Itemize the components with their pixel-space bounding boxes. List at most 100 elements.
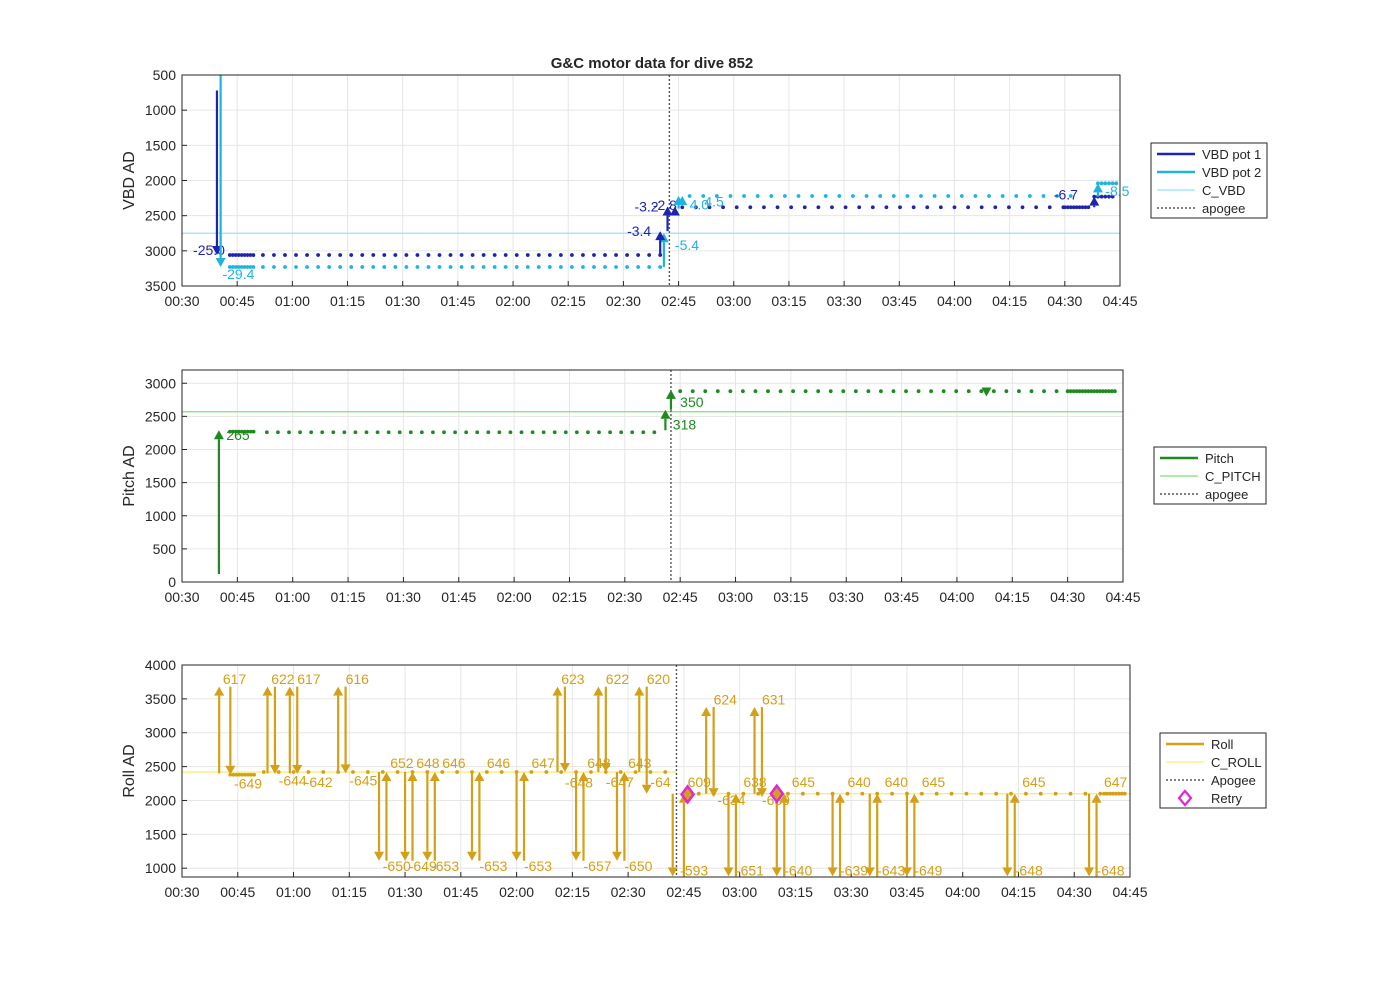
move-arrow-head (211, 246, 222, 256)
data-point-pitch (386, 430, 391, 435)
move-arrow-head (269, 765, 280, 775)
retry-marker (769, 783, 785, 804)
move-arrow-label: 617 (223, 671, 247, 687)
move-arrow-label: -3.4 (627, 223, 651, 239)
data-point-pot1 (734, 205, 739, 210)
move-arrow-head (749, 706, 760, 716)
data-point-pitch (1054, 389, 1059, 394)
data-point-pot1 (294, 253, 298, 257)
data-point-pitch (442, 430, 446, 435)
move-arrow-label: 350 (680, 394, 704, 410)
move-arrow-label: 4.0 (690, 196, 710, 212)
data-point-pot2 (987, 194, 991, 198)
data-point-pot2 (973, 194, 978, 198)
data-point-pot1 (242, 253, 247, 257)
data-point-pitch (251, 429, 256, 434)
data-point-pot2 (782, 194, 787, 198)
data-point-roll (845, 791, 850, 796)
data-point-pot1 (647, 253, 652, 257)
move-arrow-head (611, 851, 622, 861)
data-point-pot2 (636, 265, 641, 269)
move-arrow-head (400, 851, 411, 861)
data-point-pot1 (857, 205, 862, 210)
legend-entry: C_ROLL (1211, 755, 1262, 770)
data-point-pitch (678, 389, 683, 394)
x-tick-label: 03:30 (829, 589, 864, 605)
move-arrow-label: -640 (784, 863, 812, 879)
data-point-pot1 (393, 253, 398, 257)
x-tick-label: 00:45 (220, 293, 255, 309)
data-point-pitch (342, 430, 347, 435)
data-point-roll (964, 791, 969, 796)
data-point-roll (741, 791, 746, 796)
x-tick-label: 04:30 (1057, 884, 1092, 900)
data-point-pot1 (925, 205, 930, 210)
data-point-pot1 (789, 205, 794, 210)
move-arrow-head (422, 851, 433, 861)
data-point-pot1 (1047, 205, 1052, 210)
data-point-roll (1068, 791, 1073, 796)
data-point-pitch (816, 389, 821, 394)
x-tick-label: 02:30 (611, 884, 646, 900)
data-point-pot1 (437, 253, 442, 257)
data-point-roll (800, 791, 805, 796)
data-point-roll (380, 770, 385, 774)
move-arrow-label: -653 (431, 858, 459, 874)
data-point-pitch (248, 429, 253, 434)
data-point-pitch (1112, 389, 1117, 394)
data-point-pot2 (242, 265, 247, 269)
data-point-pitch (231, 429, 235, 434)
data-point-pot2 (647, 265, 652, 269)
data-point-roll (663, 770, 668, 774)
data-point-pot1 (707, 205, 712, 210)
data-point-roll (234, 772, 239, 777)
move-arrow-label: 652 (390, 755, 414, 771)
axes-frame (181, 74, 1121, 287)
data-point-roll (1108, 791, 1112, 796)
data-point-pitch (239, 429, 244, 434)
data-point-pot2 (932, 194, 937, 198)
data-point-pot2 (742, 194, 746, 198)
data-point-pot2 (349, 265, 354, 269)
data-point-pot2 (810, 194, 815, 198)
move-arrow-head (1002, 867, 1013, 877)
data-point-pot1 (251, 253, 256, 257)
y-tick-label: 1000 (145, 102, 176, 118)
y-tick-label: 3500 (145, 278, 176, 294)
y-tick-label: 2000 (145, 442, 176, 458)
data-point-pitch (508, 430, 513, 435)
data-point-roll (949, 791, 954, 796)
data-point-pot1 (911, 205, 916, 210)
data-point-pitch (803, 389, 808, 394)
data-point-pot2 (371, 265, 376, 269)
data-point-roll (589, 770, 593, 774)
data-point-roll (696, 791, 701, 796)
figure-title: G&C motor data for dive 852 (551, 55, 754, 72)
data-point-roll (633, 770, 638, 774)
data-point-roll (231, 772, 236, 777)
move-arrow-label: 623 (561, 671, 585, 687)
move-arrow-label: 647 (1104, 774, 1128, 790)
data-point-pitch (753, 389, 758, 394)
data-point-roll (291, 770, 296, 774)
move-arrow-head (374, 851, 385, 861)
data-point-pitch (904, 389, 908, 394)
data-point-pot2 (481, 265, 486, 269)
data-point-pot1 (870, 205, 875, 210)
data-point-pitch (552, 430, 557, 435)
data-point-pot2 (547, 265, 552, 269)
data-point-pot1 (1086, 205, 1091, 210)
data-point-pitch (1080, 389, 1085, 394)
data-point-pot1 (227, 253, 232, 257)
data-point-pitch (309, 430, 314, 435)
x-tick-label: 02:45 (661, 293, 696, 309)
data-point-pot2 (248, 265, 253, 269)
data-point-pot2 (227, 265, 232, 269)
data-point-pitch (1068, 389, 1073, 394)
data-point-pot2 (658, 265, 663, 269)
data-point-pot1 (236, 253, 241, 257)
move-arrow-label: -651 (736, 863, 764, 879)
data-point-pitch (1065, 389, 1070, 394)
move-arrow-label: -639 (840, 863, 868, 879)
